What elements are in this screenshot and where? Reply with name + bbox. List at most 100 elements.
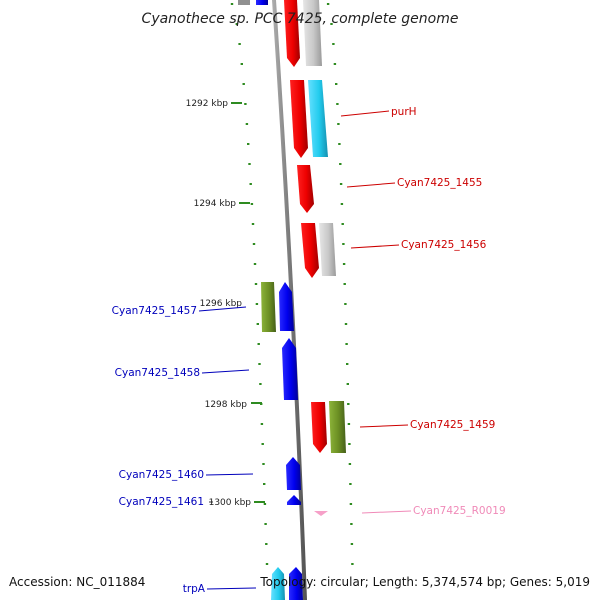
gene-arrow-cog-olive xyxy=(261,282,276,332)
tick-dot xyxy=(255,303,259,305)
tick-dot xyxy=(242,83,245,85)
tick-dot xyxy=(333,63,337,65)
gene-arrow-reverse xyxy=(287,495,301,505)
tick-dot xyxy=(332,43,335,45)
gene-label-cyan7425-1458[interactable]: Cyan7425_1458 xyxy=(115,367,200,379)
gene-arrow-forward xyxy=(290,80,308,158)
tick-dot xyxy=(262,463,265,465)
gene-label-cyan7425-1461[interactable]: Cyan7425_1461 xyxy=(119,496,204,508)
feature-top-blue xyxy=(256,0,268,5)
tick-dot xyxy=(337,123,340,125)
gene-arrow-cog-olive xyxy=(329,401,346,453)
tick-dot xyxy=(265,543,268,545)
map-title: Cyanothece sp. PCC 7425, complete genome xyxy=(142,11,459,27)
tick-dot xyxy=(350,523,353,525)
tick-dot xyxy=(235,23,238,25)
position-ticks-left xyxy=(230,3,269,565)
tick-dot xyxy=(245,123,249,125)
tick-dot xyxy=(342,263,346,265)
label-leader xyxy=(206,587,257,590)
tick-dot xyxy=(263,503,267,505)
tick-dot xyxy=(326,3,330,5)
tick-dot xyxy=(346,383,349,385)
tick-dot xyxy=(265,563,269,565)
label-leader xyxy=(359,424,409,428)
gene-label-cyan7425-1460[interactable]: Cyan7425_1460 xyxy=(119,469,204,481)
gene-arrow-reverse xyxy=(282,338,298,400)
gene-label-cyan7425-r0019[interactable]: Cyan7425_R0019 xyxy=(413,505,506,517)
label-leader xyxy=(361,510,412,514)
position-label: 1298 kbp xyxy=(205,400,248,410)
tick-dot xyxy=(261,443,264,445)
tick-dot xyxy=(264,523,267,525)
gene-label-cyan7425-1459[interactable]: Cyan7425_1459 xyxy=(410,419,495,431)
position-label: 1300 kbp xyxy=(209,498,252,508)
tick-dot xyxy=(260,423,264,425)
tick-dot xyxy=(347,423,351,425)
gene-arrow-forward xyxy=(284,0,300,67)
tick-dot xyxy=(244,103,247,105)
position-label: 1296 kbp xyxy=(200,299,243,309)
position-ticks-right xyxy=(326,3,354,565)
label-leader xyxy=(198,306,247,312)
topology-text: Topology: circular; Length: 5,374,574 bp… xyxy=(259,575,590,589)
tick-dot xyxy=(248,163,251,165)
tick-dot xyxy=(257,343,260,345)
gene-arrow-cog-cyan xyxy=(308,80,328,157)
tick-dot xyxy=(259,383,262,385)
tick-dot xyxy=(247,143,250,145)
gene-arrow-cog-grey xyxy=(319,223,336,276)
tick-dot xyxy=(346,363,349,365)
gene-arrow-reverse xyxy=(289,567,303,600)
gene-label-cyan7425-1456[interactable]: Cyan7425_1456 xyxy=(401,239,487,251)
label-leader xyxy=(205,473,254,476)
feature-top-grey xyxy=(238,0,250,5)
tick-dot xyxy=(330,23,333,25)
tick-dot xyxy=(253,263,257,265)
position-label: 1294 kbp xyxy=(194,199,237,209)
accession-text: Accession: NC_011884 xyxy=(9,575,145,589)
tick-dot xyxy=(240,63,243,65)
gene-arrow-reverse xyxy=(279,282,294,331)
tick-dot xyxy=(336,103,339,105)
gene-label-cyan7425-1455[interactable]: Cyan7425_1455 xyxy=(397,177,482,189)
tick-dot xyxy=(254,283,258,285)
position-label: 1292 kbp xyxy=(186,99,229,109)
tick-dot xyxy=(338,143,341,145)
tick-dot xyxy=(252,243,256,245)
gene-arrow-forward xyxy=(297,165,314,213)
tick-dot xyxy=(263,483,266,485)
tick-dot xyxy=(339,163,342,165)
tick-dot xyxy=(335,83,338,85)
tick-dot xyxy=(349,483,352,485)
tick-dot xyxy=(251,223,255,225)
gene-label-cyan7425-1457[interactable]: Cyan7425_1457 xyxy=(112,305,197,317)
label-leader xyxy=(350,244,400,249)
tick-dot xyxy=(258,363,261,365)
tick-dot xyxy=(250,203,254,205)
gene-arrow-forward xyxy=(311,402,327,453)
tick-dot xyxy=(351,563,354,565)
rna-arrow xyxy=(314,511,328,516)
tick-dot xyxy=(339,183,343,185)
tick-dot xyxy=(341,223,344,225)
label-leader xyxy=(340,110,390,117)
tick-dot xyxy=(345,343,348,345)
gene-label-trpA[interactable]: trpA xyxy=(183,583,206,595)
label-leader xyxy=(346,182,396,188)
tick-dot xyxy=(348,443,351,445)
gene-arrow-forward xyxy=(301,223,319,278)
gene-arrow-reverse xyxy=(271,567,285,600)
tick-dot xyxy=(349,503,353,505)
tick-dot xyxy=(342,243,345,245)
gene-label-purH[interactable]: purH xyxy=(391,106,417,118)
gene-arrow-reverse xyxy=(286,457,301,490)
tick-dot xyxy=(249,183,252,185)
tick-dot xyxy=(344,323,348,325)
tick-dot xyxy=(344,303,347,305)
tick-dot xyxy=(256,323,259,325)
gene-arrow-cog-grey xyxy=(303,0,322,66)
tick-dot xyxy=(230,3,234,5)
label-leader xyxy=(201,369,250,374)
